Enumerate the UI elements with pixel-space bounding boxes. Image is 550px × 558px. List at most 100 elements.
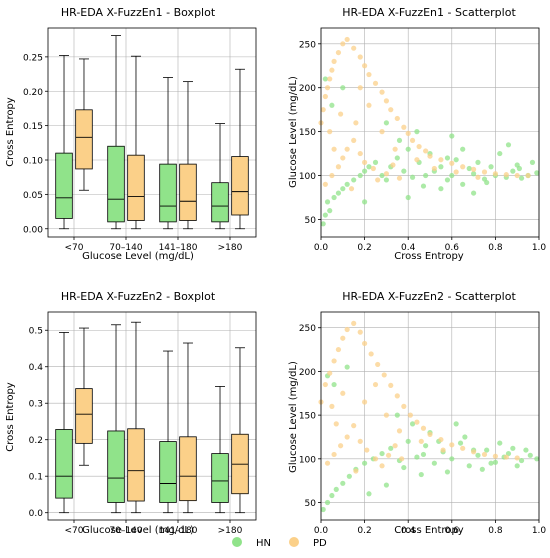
point-hn bbox=[471, 190, 477, 196]
point-hn bbox=[409, 174, 416, 180]
box-pd bbox=[127, 428, 145, 502]
box-pd bbox=[179, 436, 197, 502]
point-hn bbox=[497, 150, 503, 157]
point-hn bbox=[372, 159, 379, 165]
point-pd bbox=[471, 449, 477, 455]
box-hn bbox=[55, 152, 73, 219]
x-tick-label: 0.0 bbox=[314, 243, 329, 253]
point-hn bbox=[344, 364, 350, 370]
point-pd bbox=[320, 107, 326, 113]
point-pd bbox=[385, 452, 392, 458]
point-hn bbox=[475, 159, 481, 165]
point-pd bbox=[362, 399, 368, 405]
point-hn bbox=[449, 133, 455, 139]
box-hn bbox=[159, 163, 177, 223]
point-pd bbox=[375, 361, 381, 368]
chart-title: HR-EDA X-FuzzEn1 - Scatterplot bbox=[342, 6, 516, 19]
x-tick-label: 1.0 bbox=[532, 243, 547, 253]
chart-title: HR-EDA X-FuzzEn2 - Scatterplot bbox=[342, 290, 516, 303]
point-hn bbox=[484, 447, 490, 453]
point-pd bbox=[362, 63, 368, 69]
y-tick-label: 0.20 bbox=[23, 88, 43, 98]
point-pd bbox=[372, 456, 379, 462]
x-axis-label: Glucose Level (mg/dL) bbox=[82, 251, 194, 262]
point-pd bbox=[383, 171, 389, 177]
point-hn bbox=[527, 452, 533, 458]
point-pd bbox=[396, 428, 403, 434]
point-hn bbox=[497, 440, 503, 446]
point-hn bbox=[466, 463, 472, 469]
point-pd bbox=[353, 120, 359, 126]
point-pd bbox=[396, 175, 403, 181]
point-pd bbox=[322, 381, 328, 388]
point-hn bbox=[529, 159, 536, 165]
y-tick-label: 50 bbox=[305, 216, 317, 226]
point-hn bbox=[388, 445, 394, 451]
y-axis-label: Cross Entropy bbox=[5, 382, 16, 452]
y-tick-label: 250 bbox=[299, 324, 316, 334]
point-hn bbox=[379, 450, 385, 457]
point-hn bbox=[460, 181, 466, 187]
x-axis-label: Cross Entropy bbox=[394, 251, 464, 262]
point-pd bbox=[525, 172, 531, 179]
legend-label-pd: PD bbox=[313, 538, 327, 549]
point-pd bbox=[366, 102, 372, 108]
chart-title: HR-EDA X-FuzzEn2 - Boxplot bbox=[61, 290, 216, 303]
box-pd bbox=[179, 163, 197, 221]
point-hn bbox=[423, 443, 429, 449]
point-pd bbox=[399, 456, 405, 462]
point-hn bbox=[510, 445, 516, 451]
point-hn bbox=[366, 164, 372, 170]
y-tick-label: 0.1 bbox=[29, 473, 43, 483]
point-pd bbox=[362, 159, 368, 165]
legend-marker-pd bbox=[289, 537, 299, 547]
point-pd bbox=[340, 335, 346, 341]
point-hn bbox=[396, 137, 403, 144]
point-pd bbox=[401, 124, 407, 130]
point-hn bbox=[431, 460, 437, 466]
point-pd bbox=[333, 421, 339, 427]
point-hn bbox=[320, 221, 326, 227]
point-pd bbox=[344, 36, 350, 43]
point-pd bbox=[381, 372, 387, 378]
point-hn bbox=[327, 208, 333, 214]
point-pd bbox=[492, 171, 498, 177]
point-pd bbox=[324, 460, 331, 466]
x-tick-label: >180 bbox=[218, 526, 243, 536]
point-pd bbox=[407, 412, 413, 418]
x-tick-label: 141–180 bbox=[159, 526, 198, 536]
point-hn bbox=[418, 471, 424, 478]
point-hn bbox=[335, 190, 342, 196]
point-pd bbox=[392, 443, 398, 449]
point-pd bbox=[394, 115, 400, 122]
legend-marker-hn bbox=[232, 537, 242, 547]
y-tick-label: 0.5 bbox=[29, 327, 43, 337]
point-pd bbox=[492, 453, 498, 459]
x-tick-label: 0.4 bbox=[401, 243, 416, 253]
point-hn bbox=[453, 421, 459, 427]
point-hn bbox=[405, 194, 411, 201]
point-hn bbox=[383, 120, 389, 126]
box-hn bbox=[107, 430, 125, 503]
point-hn bbox=[534, 456, 540, 462]
boxplot-fuzzen2: HR-EDA X-FuzzEn2 - Boxplot Cross Entropy… bbox=[5, 290, 257, 536]
plot-frame bbox=[47, 311, 257, 521]
legend-label-hn: HN bbox=[256, 538, 271, 549]
plot-frame bbox=[320, 311, 540, 521]
point-pd bbox=[372, 80, 379, 86]
point-hn bbox=[351, 177, 357, 183]
point-hn bbox=[394, 412, 400, 418]
point-hn bbox=[518, 457, 525, 464]
point-pd bbox=[327, 76, 333, 82]
point-hn bbox=[444, 155, 451, 161]
y-tick-label: 0.05 bbox=[23, 191, 43, 201]
point-pd bbox=[379, 129, 385, 135]
point-hn bbox=[383, 177, 389, 183]
point-hn bbox=[460, 146, 466, 152]
y-tick-label: 0.3 bbox=[29, 400, 43, 410]
point-pd bbox=[331, 146, 337, 152]
point-hn bbox=[346, 473, 352, 479]
y-tick-label: 250 bbox=[299, 40, 316, 50]
y-tick-label: 100 bbox=[299, 172, 316, 182]
